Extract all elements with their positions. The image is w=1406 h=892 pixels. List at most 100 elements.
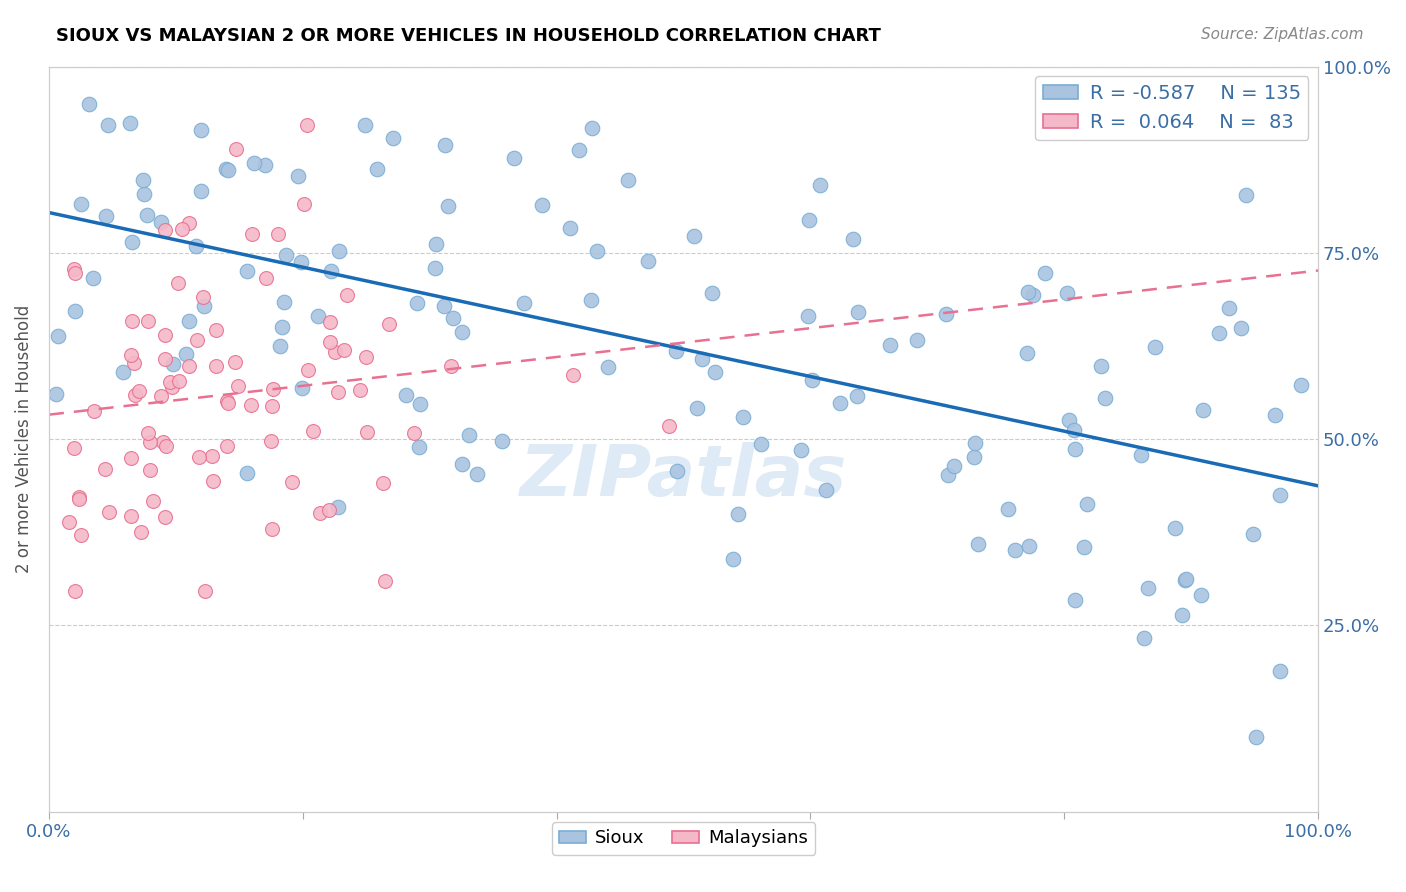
Point — [797, 309, 820, 323]
Point — [1056, 286, 1078, 301]
Point — [440, 359, 463, 373]
Point — [1017, 346, 1039, 360]
Point — [513, 296, 536, 310]
Point — [409, 397, 432, 411]
Point — [935, 307, 957, 321]
Point — [217, 396, 239, 410]
Point — [1171, 607, 1194, 622]
Point — [503, 151, 526, 165]
Point — [254, 158, 277, 172]
Point — [292, 197, 315, 211]
Point — [731, 409, 754, 424]
Point — [120, 348, 142, 362]
Point — [1263, 408, 1285, 422]
Point — [153, 223, 176, 237]
Point — [328, 244, 350, 259]
Point — [423, 260, 446, 275]
Point — [356, 425, 378, 439]
Point — [579, 293, 602, 307]
Point — [665, 344, 688, 359]
Point — [155, 439, 177, 453]
Point — [425, 237, 447, 252]
Point — [1268, 665, 1291, 679]
Point — [132, 172, 155, 186]
Point — [242, 156, 264, 170]
Point — [437, 199, 460, 213]
Point — [997, 502, 1019, 516]
Point — [260, 399, 283, 413]
Point — [63, 266, 86, 280]
Point — [193, 290, 215, 304]
Point — [405, 295, 427, 310]
Point — [121, 235, 143, 249]
Point — [963, 436, 986, 450]
Point — [450, 458, 472, 472]
Point — [273, 294, 295, 309]
Point — [132, 186, 155, 201]
Point — [561, 368, 583, 382]
Point — [319, 264, 342, 278]
Point — [309, 507, 332, 521]
Point — [581, 121, 603, 136]
Point — [467, 467, 489, 482]
Point — [617, 173, 640, 187]
Point — [63, 262, 86, 277]
Point — [136, 313, 159, 327]
Point — [1133, 631, 1156, 645]
Point — [63, 441, 86, 455]
Point — [1175, 573, 1198, 587]
Point — [118, 116, 141, 130]
Point — [905, 333, 928, 347]
Point — [226, 379, 249, 393]
Point — [1234, 188, 1257, 202]
Point — [1094, 392, 1116, 406]
Text: SIOUX VS MALAYSIAN 2 OR MORE VEHICLES IN HOUSEHOLD CORRELATION CHART: SIOUX VS MALAYSIAN 2 OR MORE VEHICLES IN… — [56, 27, 882, 45]
Point — [240, 227, 263, 241]
Point — [138, 434, 160, 449]
Point — [378, 317, 401, 331]
Point — [187, 450, 209, 464]
Point — [1244, 731, 1267, 745]
Point — [441, 311, 464, 326]
Point — [269, 339, 291, 353]
Point — [270, 320, 292, 334]
Point — [139, 463, 162, 477]
Point — [124, 388, 146, 402]
Point — [281, 475, 304, 489]
Point — [846, 305, 869, 319]
Point — [1137, 581, 1160, 595]
Point — [236, 466, 259, 480]
Point — [96, 209, 118, 223]
Point — [254, 271, 277, 285]
Point — [450, 325, 472, 339]
Point — [63, 304, 86, 318]
Point — [1076, 497, 1098, 511]
Point — [697, 52, 720, 66]
Y-axis label: 2 or more Vehicles in Household: 2 or more Vehicles in Household — [15, 305, 32, 574]
Point — [814, 483, 837, 498]
Point — [319, 334, 342, 349]
Point — [1018, 539, 1040, 553]
Point — [155, 328, 177, 343]
Point — [70, 196, 93, 211]
Point — [727, 508, 749, 522]
Point — [1063, 442, 1085, 457]
Point — [723, 551, 745, 566]
Point — [177, 314, 200, 328]
Point — [153, 352, 176, 367]
Point — [366, 162, 388, 177]
Point — [179, 359, 201, 374]
Point — [166, 277, 188, 291]
Point — [159, 375, 181, 389]
Point — [845, 389, 868, 403]
Point — [749, 437, 772, 451]
Point — [190, 184, 212, 198]
Point — [224, 354, 246, 368]
Text: ZIPatlas: ZIPatlas — [520, 442, 848, 511]
Point — [967, 537, 990, 551]
Point — [121, 314, 143, 328]
Point — [336, 288, 359, 302]
Point — [936, 468, 959, 483]
Point — [262, 382, 284, 396]
Point — [204, 323, 226, 337]
